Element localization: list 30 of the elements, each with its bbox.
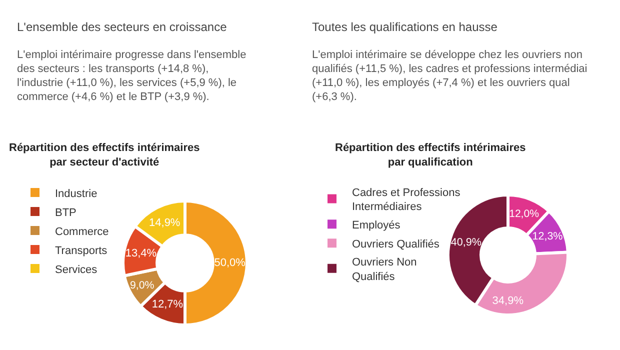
legend-label: Cadres et Professions Intermédiaires [352,186,461,214]
text: des secteurs : les transports (+14,8 %), [17,63,209,75]
text: L'emploi intérimaire se développe chez les ouvriers non [312,49,583,61]
legend-label: Industrie [55,188,98,200]
text: L'ensemble des secteurs en croissance [17,20,228,34]
text: L'emploi intérimaire progresse dans l'ensemble [17,49,246,61]
data-label: 50,0% [214,257,246,269]
legend-label: Ouvriers Qualifiés [352,238,440,250]
data-label: 9,0% [130,280,155,292]
text: qualifiés (+11,5 %), les cadres et professions intermédiai [312,63,588,75]
legend-label: BTP [55,206,76,219]
text: Toutes les qualifications en hausse [312,20,498,34]
data-label: 12,0% [509,208,539,220]
text: (+11,0 %), les employés (+7,4 %) et les ouvriers qual [312,77,570,89]
text: l'industrie (+11,0 %), les services (+5,9 %), le [17,77,237,89]
legend-label: Transports [55,244,108,257]
legend-label: Commerce [55,226,109,238]
data-label: 14,9% [149,216,180,229]
text: (+6,3 %). [312,91,357,103]
data-label: 34,9% [492,295,524,308]
data-label: 12,3% [532,230,564,243]
chart-title: Répartition des effectifs intérimaires par qualification [335,142,526,168]
chart-title: Répartition des effectifs intérimaires par secteur d'activité [9,142,200,168]
data-label: 12,7% [152,298,184,310]
text: commerce (+4,6 %) et le BTP (+3,9 %). [17,91,210,103]
legend-label: Employés [352,219,401,232]
data-label: 40,9% [450,236,482,249]
data-label: 13,4% [125,247,157,260]
legend-label: Services [55,264,98,276]
legend-label: Ouvriers Non Qualifiés [352,256,417,283]
